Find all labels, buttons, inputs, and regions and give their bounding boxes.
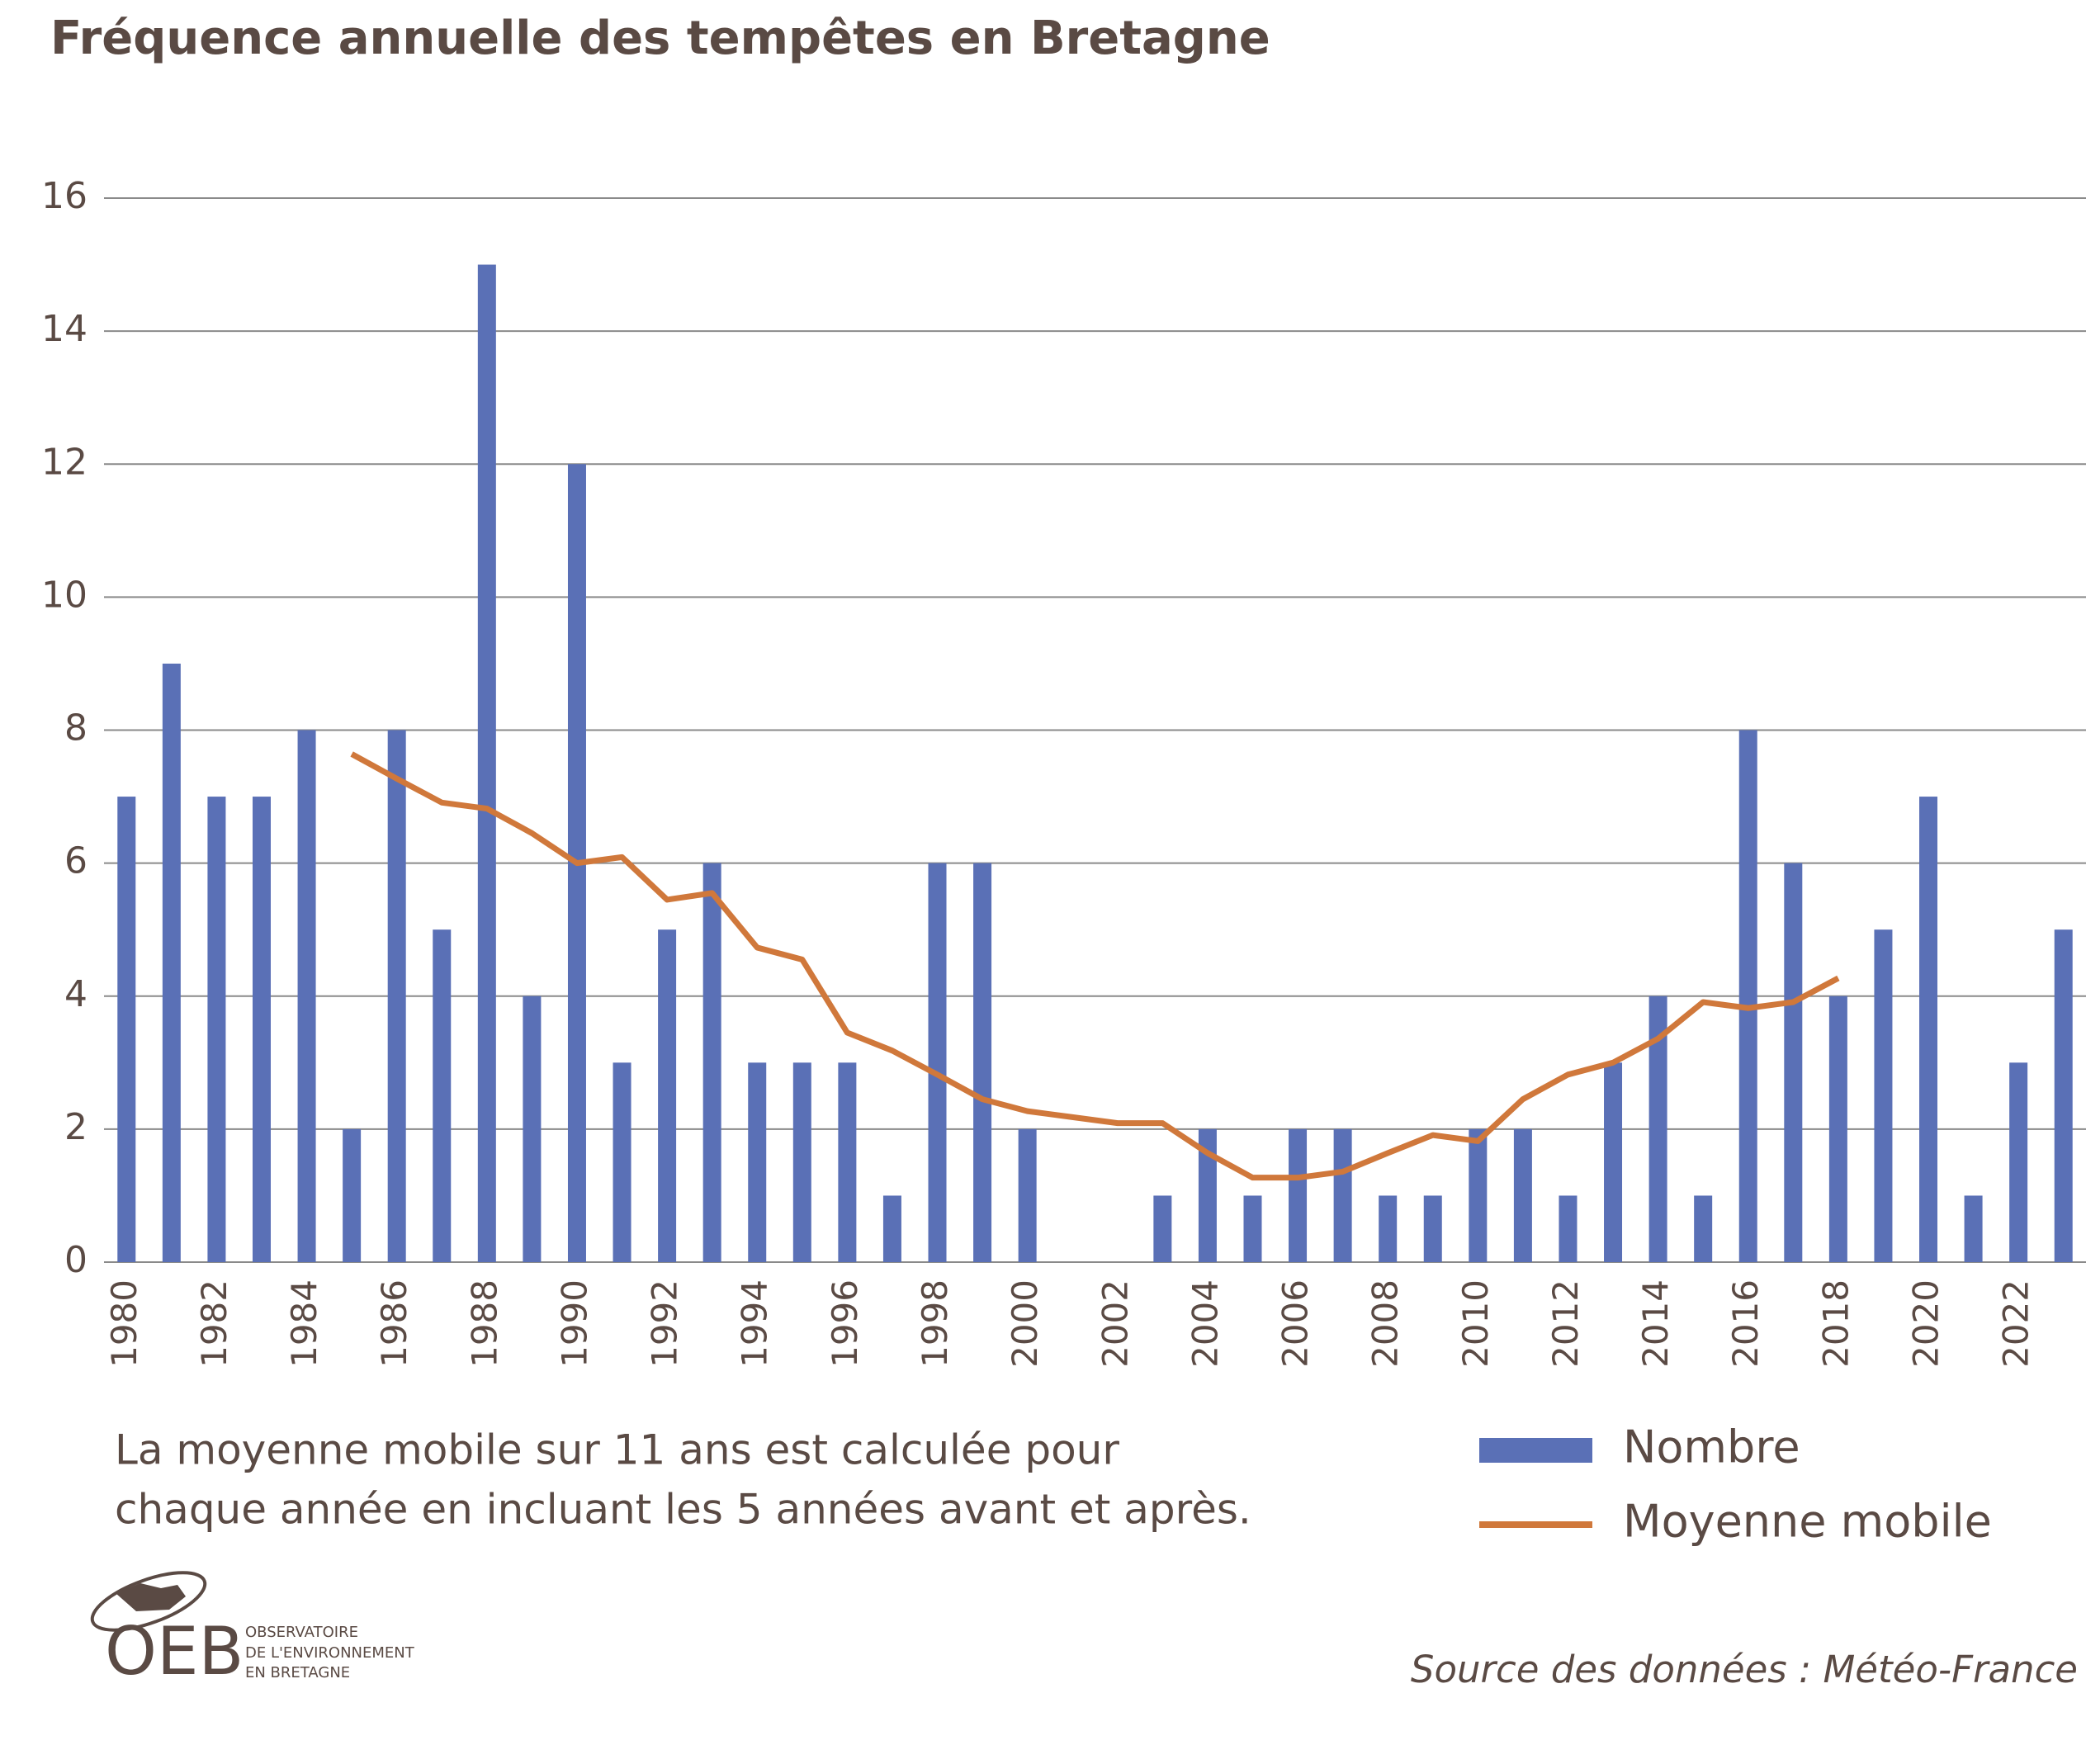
x-tick-label: 2012 — [1545, 1279, 1586, 1368]
x-tick-label: 2022 — [1996, 1279, 2036, 1368]
bar — [792, 1062, 811, 1262]
note-line: La moyenne mobile sur 11 ans est calculé… — [115, 1426, 1119, 1474]
bar — [1198, 1128, 1217, 1262]
bar — [1648, 996, 1667, 1262]
bar — [748, 1062, 767, 1262]
logo-text: OBSERVATOIRE — [245, 1624, 358, 1641]
bar — [1018, 1128, 1037, 1262]
bar — [613, 1062, 631, 1262]
logo-ring — [90, 1571, 207, 1632]
x-tick-label: 2016 — [1725, 1279, 1766, 1368]
bar — [1919, 797, 1938, 1262]
bar — [658, 929, 677, 1262]
bar — [433, 929, 452, 1262]
bar — [2054, 929, 2073, 1262]
bar — [1874, 929, 1893, 1262]
bar — [1333, 1128, 1352, 1262]
bar — [1423, 1195, 1442, 1262]
bar — [477, 264, 496, 1262]
x-tick-label: 1988 — [464, 1279, 504, 1368]
bar — [973, 863, 992, 1262]
x-tick-label: 2014 — [1635, 1279, 1676, 1368]
y-tick-label: 2 — [64, 1106, 88, 1148]
bar — [1289, 1128, 1308, 1262]
bar — [1828, 996, 1847, 1262]
y-tick-label: 14 — [41, 308, 88, 350]
note-line: chaque année en incluant les 5 années av… — [115, 1486, 1251, 1534]
bar — [1738, 730, 1757, 1262]
bar — [1559, 1195, 1578, 1262]
bar — [838, 1062, 857, 1262]
y-tick-label: 0 — [64, 1239, 88, 1281]
source: Source des données : Météo-France — [1411, 1648, 2078, 1691]
x-tick-label: 2002 — [1095, 1279, 1135, 1368]
bar — [1694, 1195, 1713, 1262]
x-tick-label: 1994 — [735, 1279, 775, 1368]
bar — [1243, 1195, 1262, 1262]
y-tick-label: 12 — [41, 441, 88, 483]
legend-swatch — [1479, 1438, 1592, 1463]
logo-text: DE L'ENVIRONNEMENT — [245, 1644, 415, 1662]
bar — [1153, 1195, 1172, 1262]
y-tick-label: 8 — [64, 707, 88, 750]
logo-mark: OEB — [105, 1613, 244, 1690]
y-tick-label: 16 — [41, 175, 88, 217]
bar — [297, 730, 316, 1262]
bar — [1513, 1128, 1532, 1262]
x-tick-label: 1986 — [374, 1279, 414, 1368]
x-tick-label: 1984 — [284, 1279, 324, 1368]
x-tick-label: 2008 — [1365, 1279, 1406, 1368]
x-tick-label: 2000 — [1005, 1279, 1045, 1368]
line — [350, 751, 1840, 1181]
x-tick-label: 1982 — [194, 1279, 234, 1368]
bar — [882, 1195, 901, 1262]
x-tick-label: 2006 — [1275, 1279, 1316, 1368]
bar — [1379, 1195, 1398, 1262]
bar — [928, 863, 947, 1262]
bar — [1604, 1062, 1623, 1262]
bar — [387, 730, 406, 1262]
bar — [1784, 863, 1803, 1262]
logo: OEB OBSERVATOIRE DE L'ENVIRONNEMENT EN B… — [90, 1571, 415, 1690]
x-tick-label: 1980 — [104, 1279, 144, 1368]
x-tick-label: 1992 — [645, 1279, 685, 1368]
x-tick-label: 1996 — [825, 1279, 865, 1368]
legend-label: Nombre — [1623, 1421, 1800, 1473]
bar — [702, 863, 721, 1262]
bar — [162, 663, 181, 1262]
bar — [2009, 1062, 2028, 1262]
y-tick-label: 6 — [64, 840, 88, 882]
legend-label: Moyenne mobile — [1623, 1496, 1992, 1548]
bar — [252, 797, 271, 1262]
y-tick-label: 10 — [41, 574, 88, 616]
x-tick-label: 2010 — [1455, 1279, 1496, 1368]
bar — [523, 996, 542, 1262]
bar — [1964, 1195, 1983, 1262]
bar — [207, 797, 226, 1262]
x-tick-label: 1990 — [554, 1279, 594, 1368]
x-tick-label: 2020 — [1906, 1279, 1946, 1368]
logo-map — [116, 1583, 186, 1611]
bar — [117, 797, 136, 1262]
y-tick-label: 4 — [64, 973, 88, 1015]
logo-text: EN BRETAGNE — [245, 1664, 350, 1681]
x-tick-label: 1998 — [915, 1279, 955, 1368]
x-tick-label: 2018 — [1815, 1279, 1856, 1368]
bar — [343, 1128, 362, 1262]
bar — [1469, 1128, 1488, 1262]
x-tick-label: 2004 — [1185, 1279, 1225, 1368]
chart-title: Fréquence annuelle des tempêtes en Breta… — [50, 12, 1270, 65]
